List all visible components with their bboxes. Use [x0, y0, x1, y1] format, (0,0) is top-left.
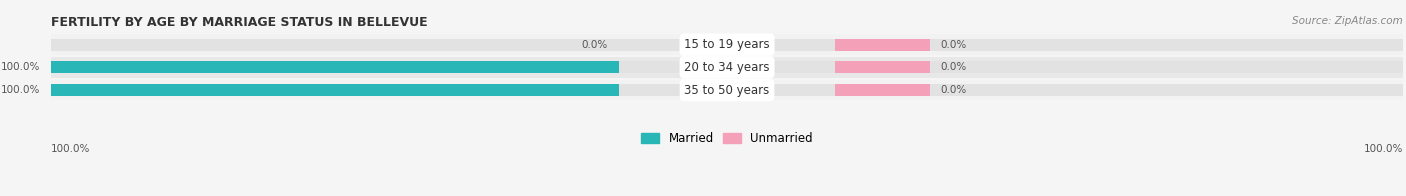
Bar — [51, 80, 1403, 100]
Text: FERTILITY BY AGE BY MARRIAGE STATUS IN BELLEVUE: FERTILITY BY AGE BY MARRIAGE STATUS IN B… — [51, 16, 427, 29]
Text: 0.0%: 0.0% — [941, 85, 967, 95]
Bar — [51, 34, 1403, 55]
Text: 100.0%: 100.0% — [1364, 144, 1403, 154]
Text: 0.0%: 0.0% — [941, 62, 967, 72]
Bar — [51, 57, 1403, 78]
Bar — [51, 84, 1403, 96]
Text: 100.0%: 100.0% — [0, 62, 39, 72]
Text: 35 to 50 years: 35 to 50 years — [685, 83, 769, 96]
Text: 0.0%: 0.0% — [941, 40, 967, 50]
Text: 0.0%: 0.0% — [582, 40, 607, 50]
Bar — [51, 62, 619, 73]
Bar — [51, 62, 1403, 73]
Bar — [835, 84, 929, 96]
Bar — [835, 39, 929, 51]
Text: 100.0%: 100.0% — [51, 144, 90, 154]
Text: 20 to 34 years: 20 to 34 years — [685, 61, 770, 74]
Legend: Married, Unmarried: Married, Unmarried — [641, 132, 813, 145]
Bar — [835, 62, 929, 73]
Bar — [51, 39, 1403, 51]
Text: Source: ZipAtlas.com: Source: ZipAtlas.com — [1292, 16, 1403, 26]
Bar — [51, 84, 619, 96]
Text: 100.0%: 100.0% — [0, 85, 39, 95]
Text: 15 to 19 years: 15 to 19 years — [685, 38, 770, 51]
